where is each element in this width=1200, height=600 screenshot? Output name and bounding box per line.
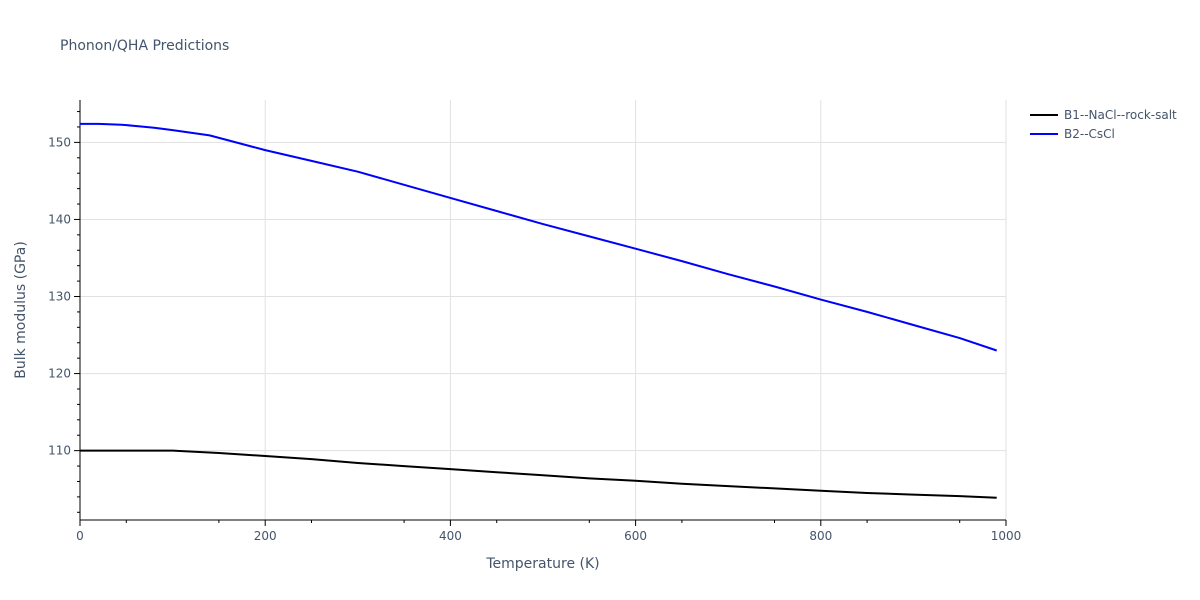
legend-label-1: B2--CsCl xyxy=(1064,127,1115,141)
y-tick-label: 140 xyxy=(48,212,71,226)
y-tick-label: 150 xyxy=(48,135,71,149)
y-tick-label: 130 xyxy=(48,290,71,304)
x-tick-label: 600 xyxy=(624,529,647,543)
y-axis-title: Bulk modulus (GPa) xyxy=(13,241,29,379)
x-tick-label: 0 xyxy=(76,529,84,543)
x-tick-label: 800 xyxy=(809,529,832,543)
x-tick-label: 400 xyxy=(439,529,462,543)
legend-label-0: B1--NaCl--rock-salt xyxy=(1064,108,1177,122)
grid xyxy=(80,100,1007,520)
legend: B1--NaCl--rock-salt B2--CsCl xyxy=(1030,108,1177,141)
x-tick-label: 1000 xyxy=(991,529,1022,543)
series-line-0 xyxy=(80,449,997,499)
chart-title: Phonon/QHA Predictions xyxy=(60,38,229,54)
y-tick-label: 110 xyxy=(48,444,71,458)
x-axis-title: Temperature (K) xyxy=(485,556,599,572)
axes: 0 200 400 600 800 1000 110 120 130 140 150 xyxy=(48,100,1021,543)
x-tick-label: 200 xyxy=(254,529,277,543)
series-line-1 xyxy=(80,122,998,352)
plot-area xyxy=(80,122,998,499)
y-tick-label: 120 xyxy=(48,367,71,381)
